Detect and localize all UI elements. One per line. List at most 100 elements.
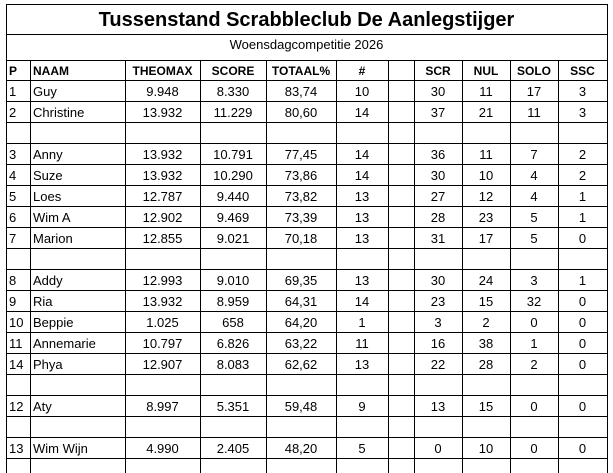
- table-cell-scr: 23: [430, 294, 446, 309]
- table-cell-nul: 10: [478, 441, 494, 456]
- table-cell-nul: 17: [478, 231, 494, 246]
- table-cell-ssc: 1: [578, 273, 587, 288]
- grid-line: [6, 374, 608, 375]
- table-cell-score: 8.083: [216, 357, 250, 372]
- table-cell-p: 9: [9, 294, 17, 309]
- table-cell-theomax: 12.993: [142, 273, 183, 288]
- table-cell-naam: Suze: [33, 168, 63, 183]
- grid-line: [200, 60, 201, 473]
- table-cell-p: 11: [9, 336, 23, 351]
- table-cell-solo: 4: [530, 168, 538, 183]
- grid-line: [266, 60, 267, 473]
- table-cell-scr: 30: [430, 168, 446, 183]
- table-cell-totaal: 63,22: [284, 336, 318, 351]
- grid-line: [6, 206, 608, 207]
- table-cell-p: 12: [9, 399, 24, 414]
- table-cell-theomax: 12.907: [142, 357, 183, 372]
- table-cell-score: 9.469: [216, 210, 250, 225]
- table-cell-scr: 13: [430, 399, 446, 414]
- table-cell-score: 10.791: [213, 147, 253, 162]
- table-cell-theomax: 12.855: [142, 231, 183, 246]
- table-cell-p: 1: [9, 84, 17, 99]
- table-cell-solo: 2: [530, 357, 538, 372]
- table-cell-totaal: 73,39: [284, 210, 318, 225]
- table-cell-nul: 38: [478, 336, 494, 351]
- table-cell-p: 8: [9, 273, 17, 288]
- table-cell-p: 7: [9, 231, 17, 246]
- table-cell-scr: 36: [430, 147, 446, 162]
- grid-line: [6, 395, 608, 396]
- table-cell-nul: 28: [478, 357, 494, 372]
- table-cell-nul: 10: [478, 168, 494, 183]
- table-cell-hash: 13: [354, 189, 370, 204]
- grid-line: [414, 60, 415, 473]
- table-cell-score: 658: [222, 315, 244, 330]
- table-cell-theomax: 13.932: [142, 168, 183, 183]
- table-cell-hash: 14: [354, 294, 370, 309]
- column-header-solo: SOLO: [516, 64, 551, 78]
- table-cell-scr: 31: [430, 231, 446, 246]
- table-cell-score: 2.405: [216, 441, 250, 456]
- table-cell-naam: Wim A: [33, 210, 71, 225]
- table-cell-score: 8.330: [216, 84, 250, 99]
- table-cell-naam: Beppie: [33, 315, 74, 330]
- grid-line: [6, 311, 608, 312]
- table-cell-score: 10.290: [213, 168, 253, 183]
- table-cell-theomax: 13.932: [142, 105, 183, 120]
- table-cell-scr: 0: [434, 441, 442, 456]
- sheet-subtitle: Woensdagcompetitie 2026: [229, 37, 384, 52]
- grid-line: [607, 4, 608, 473]
- grid-line: [6, 4, 608, 5]
- table-cell-hash: 14: [354, 147, 370, 162]
- table-cell-theomax: 8.997: [146, 399, 179, 414]
- table-cell-ssc: 0: [578, 357, 587, 372]
- table-cell-hash: 9: [358, 399, 366, 414]
- table-cell-naam: Ria: [33, 294, 53, 309]
- table-cell-hash: 14: [354, 105, 370, 120]
- grid-line: [336, 60, 337, 473]
- table-cell-scr: 27: [430, 189, 446, 204]
- table-cell-scr: 16: [430, 336, 446, 351]
- table-cell-solo: 5: [530, 210, 538, 225]
- table-cell-hash: 13: [354, 231, 370, 246]
- table-cell-totaal: 77,45: [284, 147, 318, 162]
- table-cell-theomax: 1.025: [146, 315, 179, 330]
- table-cell-score: 6.826: [216, 336, 250, 351]
- table-cell-naam: Guy: [33, 84, 57, 99]
- table-cell-hash: 10: [354, 84, 370, 99]
- grid-line: [6, 290, 608, 291]
- table-cell-p: 4: [9, 168, 17, 183]
- table-cell-solo: 0: [530, 441, 538, 456]
- table-cell-nul: 23: [478, 210, 494, 225]
- table-cell-totaal: 64,20: [284, 315, 318, 330]
- grid-line: [6, 60, 608, 61]
- column-header-scr: SCR: [425, 64, 451, 78]
- table-cell-hash: 13: [354, 357, 370, 372]
- table-cell-totaal: 83,74: [284, 84, 318, 99]
- grid-line: [388, 60, 389, 473]
- table-cell-naam: Annemarie: [33, 336, 96, 351]
- table-cell-totaal: 59,48: [284, 399, 318, 414]
- grid-line: [6, 353, 608, 354]
- table-cell-scr: 22: [430, 357, 446, 372]
- table-cell-nul: 21: [478, 105, 494, 120]
- table-cell-naam: Aty: [33, 399, 52, 414]
- table-cell-naam: Anny: [33, 147, 63, 162]
- table-cell-score: 9.010: [216, 273, 250, 288]
- table-cell-nul: 15: [478, 294, 494, 309]
- table-cell-score: 5.351: [216, 399, 250, 414]
- grid-line: [6, 248, 608, 249]
- grid-line: [6, 164, 608, 165]
- table-cell-theomax: 13.932: [142, 147, 183, 162]
- table-cell-ssc: 0: [578, 441, 587, 456]
- table-cell-p: 13: [9, 441, 24, 456]
- table-cell-p: 14: [9, 357, 24, 372]
- column-header-score: SCORE: [211, 64, 255, 78]
- table-cell-nul: 24: [478, 273, 494, 288]
- table-cell-ssc: 3: [578, 105, 587, 120]
- grid-line: [462, 60, 463, 473]
- table-cell-totaal: 64,31: [284, 294, 318, 309]
- table-cell-ssc: 1: [578, 210, 587, 225]
- table-cell-theomax: 4.990: [146, 441, 179, 456]
- sheet-title: Tussenstand Scrabbleclub De Aanlegstijge…: [98, 9, 515, 31]
